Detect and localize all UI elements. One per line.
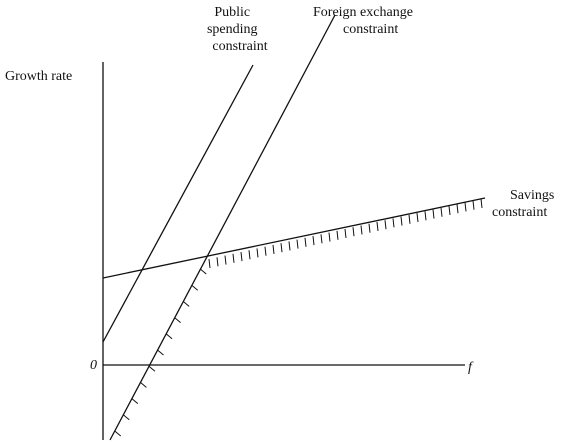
hatch xyxy=(400,216,403,226)
label-line: Foreign exchange xyxy=(313,5,413,20)
hatch xyxy=(288,241,291,251)
savings-line xyxy=(102,197,486,279)
hatch xyxy=(131,398,139,404)
hatch xyxy=(384,220,387,230)
hatch xyxy=(208,259,211,269)
hatch xyxy=(480,198,483,208)
hatch xyxy=(114,430,122,437)
hatch xyxy=(174,317,181,323)
label-line: constraint xyxy=(492,205,547,220)
hatch xyxy=(464,202,467,212)
hatch xyxy=(240,251,243,262)
hatch xyxy=(424,211,427,221)
hatch xyxy=(448,205,451,216)
hatching xyxy=(114,198,483,437)
hatch xyxy=(122,414,130,421)
hatch xyxy=(182,301,190,307)
hatch xyxy=(376,221,379,231)
hatch xyxy=(328,232,331,242)
hatch xyxy=(312,236,315,246)
hatch xyxy=(256,248,259,258)
hatch xyxy=(216,257,219,267)
hatch xyxy=(440,207,443,217)
hatch xyxy=(456,204,459,214)
hatch xyxy=(248,250,251,260)
x-axis-label: f xyxy=(468,360,474,375)
label-line: constraint xyxy=(343,22,398,37)
hatch xyxy=(272,244,275,254)
hatch xyxy=(224,255,227,265)
hatch xyxy=(392,218,395,228)
public-spending-label: Public spending constraint xyxy=(207,5,268,54)
public-spending-line xyxy=(102,64,254,343)
savings-label: Savings constraint xyxy=(492,188,558,220)
hatch xyxy=(320,234,323,244)
label-line: constraint xyxy=(212,39,267,54)
foreign-exchange-label: Foreign exchange constraint xyxy=(313,5,416,37)
hatch xyxy=(368,223,371,233)
hatch xyxy=(408,214,411,224)
hatch xyxy=(165,333,173,340)
label-line: Public xyxy=(214,5,250,20)
hatch xyxy=(280,243,283,253)
origin-label: 0 xyxy=(90,358,97,373)
hatch xyxy=(304,237,307,247)
hatch xyxy=(416,213,419,223)
label-line: Savings xyxy=(510,188,554,203)
hatch xyxy=(264,246,267,256)
hatch xyxy=(336,230,339,240)
hatch xyxy=(360,225,363,235)
hatch xyxy=(352,227,355,237)
hatch xyxy=(432,209,435,219)
hatch xyxy=(472,200,475,210)
hatch xyxy=(199,268,207,275)
hatch xyxy=(140,382,147,388)
hatch xyxy=(232,253,235,263)
foreign-exchange-line xyxy=(109,14,336,441)
y-axis-label: Growth rate xyxy=(5,69,72,84)
label-line: spending xyxy=(207,22,258,37)
hatch xyxy=(191,284,199,291)
hatch xyxy=(157,349,164,356)
hatch xyxy=(148,365,156,372)
hatch xyxy=(344,228,347,239)
hatch xyxy=(296,239,299,249)
